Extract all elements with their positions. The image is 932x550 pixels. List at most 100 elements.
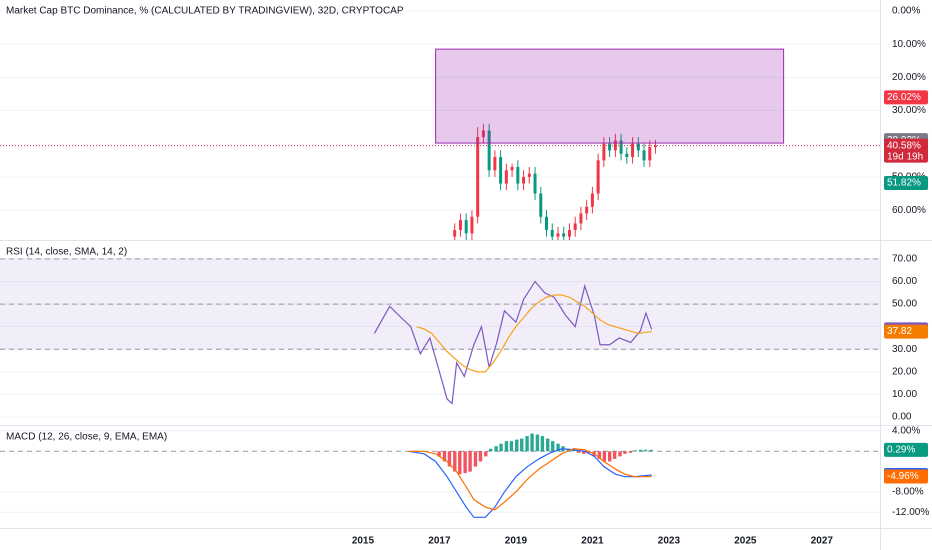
candle-body (556, 233, 560, 237)
candle-body (470, 216, 474, 234)
price-tag (884, 442, 928, 457)
candle-body (493, 157, 497, 171)
y-tick-label: 20.00% (892, 72, 926, 83)
indicator-line (408, 448, 652, 518)
pane-title: RSI (14, close, SMA, 14, 2) (6, 247, 127, 258)
x-tick-label: 2027 (811, 536, 834, 547)
candle-body (596, 160, 600, 194)
histogram-bar (581, 451, 586, 454)
price-tag (884, 90, 928, 105)
histogram-bar (525, 436, 529, 452)
histogram-bar (499, 443, 503, 452)
zone-rectangle (435, 48, 785, 144)
histogram-bar (649, 449, 653, 452)
histogram-bar (442, 451, 447, 462)
histogram-bar (515, 439, 519, 452)
pane-title: MACD (12, 26, close, 9, EMA, EMA) (6, 432, 167, 443)
y-tick-label: 4.00% (892, 426, 920, 437)
candle-body (590, 193, 594, 207)
price-tag-label: 0.29% (887, 444, 915, 455)
y-tick-label: 30.00% (892, 105, 926, 116)
histogram-bar (623, 451, 627, 454)
histogram-bar (484, 451, 488, 457)
candle-body (458, 220, 462, 231)
indicator-line (416, 294, 652, 373)
candle-body (562, 233, 566, 237)
price-tag-label: -4.96% (887, 471, 919, 482)
candle-body (504, 170, 508, 184)
histogram-bar (643, 449, 648, 452)
histogram-bar (577, 451, 581, 453)
pane (0, 10, 880, 240)
histogram-bar (618, 451, 622, 457)
price-tag-label: 26.02% (887, 92, 921, 103)
histogram-bar (494, 446, 498, 452)
y-tick-label: 60.00% (892, 205, 926, 216)
candle-body (527, 173, 531, 177)
x-tick-label: 2025 (734, 536, 757, 547)
y-tick-label: 20.00 (892, 367, 917, 378)
x-tick-label: 2021 (581, 536, 604, 547)
y-tick-label: 10.00 (892, 389, 917, 400)
candle-body (619, 140, 623, 154)
histogram-bar (628, 451, 633, 453)
histogram-bar (509, 441, 514, 452)
histogram-bar (602, 451, 607, 462)
histogram-bar (556, 443, 560, 452)
y-tick-label: 30.00 (892, 344, 917, 355)
price-tag-label: 40.58% (887, 140, 921, 151)
candle-body (453, 230, 457, 237)
histogram-bar (551, 441, 555, 452)
x-tick-label: 2017 (428, 536, 451, 547)
price-tag-label: 37.82 (887, 326, 912, 337)
histogram-bar (571, 449, 576, 452)
histogram-bar (453, 451, 457, 472)
candle-body (499, 157, 503, 184)
histogram-bar (520, 438, 524, 452)
price-tag (884, 324, 928, 339)
histogram-bar (566, 448, 571, 452)
countdown-label: 19d 19h (887, 151, 923, 162)
histogram-bar (597, 451, 602, 459)
y-tick-label: 0.00 (892, 412, 912, 423)
y-tick-label: 70.00 (892, 253, 917, 264)
histogram-bar (458, 451, 462, 475)
candle-body (464, 220, 468, 234)
histogram-bar (530, 433, 534, 452)
histogram-bar (638, 449, 643, 452)
histogram-bar (633, 450, 638, 452)
price-tag (884, 469, 928, 484)
candle-body (636, 143, 640, 151)
histogram-bar (468, 451, 472, 472)
histogram-bar (463, 451, 467, 474)
x-tick-label: 2019 (505, 536, 528, 547)
histogram-bar (473, 451, 478, 467)
y-tick-label: 10.00% (892, 39, 926, 50)
histogram-bar (447, 451, 452, 467)
x-tick-label: 2015 (352, 536, 375, 547)
candle-body (573, 223, 577, 231)
candle-body (625, 153, 629, 158)
candle-body (631, 143, 635, 158)
y-tick-label: 0.00% (892, 6, 920, 17)
candle-body (510, 166, 514, 171)
candle-body (476, 137, 480, 217)
y-tick-label: -8.00% (892, 487, 924, 498)
candle-body (533, 173, 537, 194)
candle-body (567, 230, 571, 237)
y-tick-label: 50.00 (892, 299, 917, 310)
candle-body (487, 130, 491, 171)
histogram-bar (504, 441, 509, 452)
candle-body (642, 150, 646, 161)
indicator-line (373, 280, 653, 405)
candle-body (654, 145, 658, 148)
candle-body (516, 166, 520, 184)
candle-body (579, 213, 583, 224)
histogram-bar (478, 451, 483, 462)
pane (0, 258, 880, 418)
candle-body (585, 206, 589, 214)
y-tick-label: -12.00% (892, 507, 929, 518)
histogram-bar (437, 451, 441, 457)
y-tick-label: 60.00 (892, 276, 917, 287)
